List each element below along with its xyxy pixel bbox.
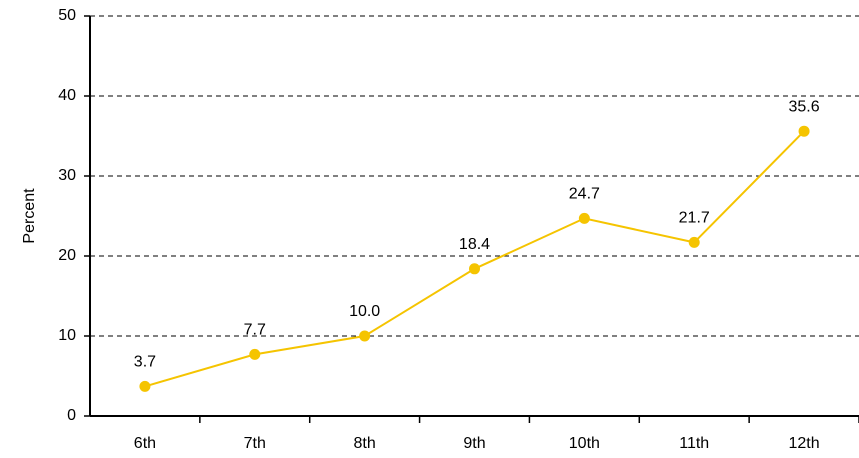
value-label: 7.7 xyxy=(244,322,266,339)
value-label: 24.7 xyxy=(569,186,600,203)
point xyxy=(139,380,151,392)
x-tick-label: 12th xyxy=(789,435,820,452)
line xyxy=(144,130,805,388)
value-label: 18.4 xyxy=(459,236,490,253)
x-tick-label: 7th xyxy=(244,435,266,452)
point xyxy=(578,212,590,224)
point xyxy=(798,125,810,137)
point xyxy=(249,348,261,360)
point xyxy=(469,263,480,275)
point xyxy=(359,330,371,342)
y-tick-label: 40 xyxy=(58,87,76,104)
y-tick-label: 0 xyxy=(67,407,76,424)
x-tick-label: 10th xyxy=(569,435,600,452)
y-tick-label: 20 xyxy=(58,247,76,264)
value-label: 10.0 xyxy=(349,303,380,320)
value-label: 3.7 xyxy=(134,354,156,371)
x-tick-label: 8th xyxy=(354,435,376,452)
x-tick-label: 11th xyxy=(679,435,709,452)
x-tick-label: 6th xyxy=(134,435,156,452)
x-tick-label: 9th xyxy=(463,435,485,452)
point xyxy=(688,236,700,248)
y-axis-label: Percent xyxy=(21,188,38,244)
y-tick-label: 50 xyxy=(58,7,76,24)
value-label: 35.6 xyxy=(789,98,820,115)
y-tick-label: 10 xyxy=(58,327,76,344)
value-label: 21.7 xyxy=(679,210,710,227)
y-tick-label: 30 xyxy=(58,167,76,184)
